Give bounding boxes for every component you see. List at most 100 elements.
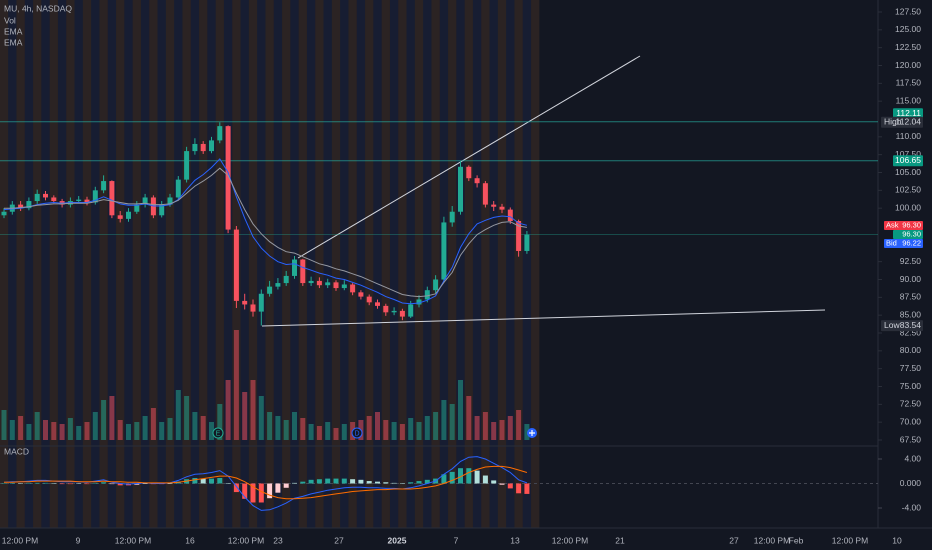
macd-histogram-bar	[482, 475, 488, 484]
volume-bar	[292, 412, 297, 440]
macd-histogram-bar	[399, 483, 405, 484]
volume-bar	[233, 330, 239, 440]
candle-body	[292, 259, 297, 276]
candle-body	[26, 201, 32, 209]
session-stripes	[0, 0, 540, 528]
event-marker[interactable]	[212, 427, 224, 439]
macd-histogram-bar	[258, 483, 264, 503]
y-tick-label: 110.00	[896, 131, 922, 141]
time-axis: 12:00 PM 9 12:00 PM 16 12:00 PM 23 27 20…	[2, 535, 902, 545]
candle-body	[200, 143, 206, 152]
event-marker[interactable]	[351, 427, 363, 439]
macd-histogram-bar	[92, 482, 98, 484]
session-stripe	[149, 0, 158, 528]
macd-histogram-bar	[67, 483, 73, 485]
candle-body	[192, 143, 198, 152]
time-label: 12:00 PM	[115, 535, 151, 545]
time-label: Feb	[789, 535, 804, 545]
volume-bar	[101, 400, 107, 440]
candle-body	[325, 282, 331, 286]
macd-histogram-bar	[225, 483, 231, 484]
session-stripe	[240, 0, 249, 528]
session-stripe	[140, 0, 150, 528]
volume-label: Vol	[4, 15, 16, 25]
time-label: 12:00 PM	[832, 535, 868, 545]
time-label: 12:00 PM	[228, 535, 264, 545]
quote-value: 96.30	[902, 230, 921, 239]
macd-histogram-bar	[408, 482, 414, 484]
macd-histogram-bar	[350, 479, 356, 484]
y-tick-label: 85.00	[900, 309, 922, 319]
macd-histogram-bar	[383, 482, 389, 484]
candle-body	[126, 211, 131, 219]
macd-histogram-bar	[217, 477, 223, 484]
volume-bar	[209, 422, 214, 440]
event-markers: E D	[212, 427, 537, 439]
y-tick-label: 82.50	[900, 327, 922, 337]
candle-body	[117, 215, 123, 219]
macd-histogram-bar	[142, 483, 148, 484]
marks: 127.50 125.00 122.50 120.00 117.50 115.00 110.…	[0, 6, 923, 512]
candle-body	[175, 179, 181, 198]
session-stripe	[348, 0, 357, 528]
y-tick-label: 107.50	[895, 149, 921, 159]
candle-body	[350, 284, 356, 293]
level-label-box	[893, 155, 923, 167]
session-stripe	[165, 0, 175, 528]
session-stripe	[323, 0, 332, 528]
time-label: 27	[334, 535, 344, 545]
session-stripe	[265, 0, 274, 528]
candle-body	[433, 279, 439, 291]
trend-line	[261, 309, 826, 327]
y-tick-label: 127.50	[895, 6, 921, 16]
volume-bar	[375, 412, 380, 440]
candle-body	[267, 286, 273, 294]
candle-body	[358, 292, 364, 297]
candle-body	[18, 204, 24, 209]
quote-name: Ask	[886, 221, 899, 230]
volume-bar	[366, 416, 372, 440]
macd-histogram-bar	[134, 483, 140, 485]
macd-histogram-bar	[358, 479, 364, 484]
session-stripe	[174, 0, 183, 528]
macd-histogram-bar	[76, 483, 82, 484]
candle-body	[217, 126, 223, 141]
time-label: 13	[510, 535, 520, 545]
macd-histogram-bar	[424, 479, 430, 484]
candle-body	[424, 290, 430, 300]
macd-histogram-bar	[325, 478, 331, 484]
macd-histogram-bar	[466, 468, 472, 484]
session-stripe	[66, 0, 75, 528]
volume-bar	[267, 412, 273, 440]
symbol-title: MU, 4h, NASDAQ	[4, 3, 72, 13]
time-label: 12:00 PM	[552, 535, 588, 545]
y-tick-label: 105.00	[895, 167, 921, 177]
session-stripe	[381, 0, 390, 528]
volume-bar	[1, 410, 7, 440]
volume-bar	[192, 412, 198, 440]
session-stripe	[199, 0, 208, 528]
quote-box	[884, 239, 923, 249]
candle-body	[134, 204, 140, 212]
candle-body	[84, 199, 90, 203]
macd-histogram-bar	[9, 482, 15, 484]
macd-histogram-bar	[1, 483, 7, 484]
session-stripe	[57, 0, 67, 528]
candle-body	[524, 234, 530, 251]
volume-bar	[325, 422, 331, 440]
session-stripe	[531, 0, 540, 528]
volume-bar	[200, 416, 206, 440]
candle-body	[491, 204, 497, 207]
candle-body	[300, 259, 306, 284]
candle-body	[466, 166, 472, 179]
volume-bar	[283, 420, 289, 440]
y-tick-label: 67.50	[900, 434, 922, 444]
volume-bar	[308, 424, 314, 440]
macd-histogram-bar	[441, 474, 447, 484]
level-label-box	[893, 108, 923, 120]
candle-body	[341, 284, 347, 289]
session-stripe	[16, 0, 25, 528]
session-stripe	[406, 0, 415, 528]
time-label: 16	[185, 535, 195, 545]
